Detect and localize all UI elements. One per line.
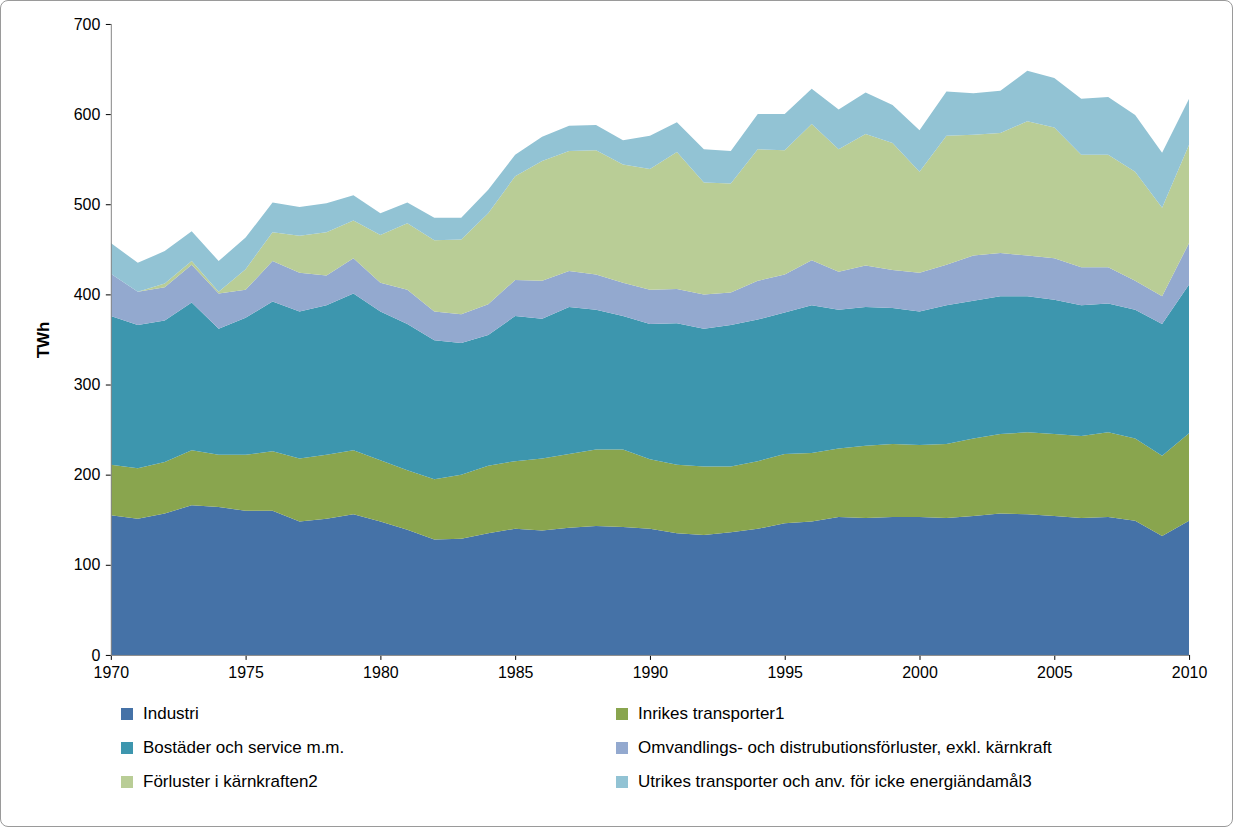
svg-text:600: 600	[74, 106, 101, 123]
svg-text:1970: 1970	[94, 664, 130, 681]
html-text:Bostäder och service m.m.: Bostäder och service m.m.	[143, 738, 345, 757]
svg-text:0: 0	[91, 647, 100, 664]
svg-text:1985: 1985	[498, 664, 534, 681]
svg-text:1975: 1975	[228, 664, 264, 681]
html-text:Inrikes transporter1: Inrikes transporter1	[638, 704, 785, 723]
svg-text:1980: 1980	[363, 664, 399, 681]
svg-text:2005: 2005	[1037, 664, 1073, 681]
svg-text:300: 300	[74, 376, 101, 393]
svg-text:700: 700	[74, 16, 101, 33]
svg-text:400: 400	[74, 286, 101, 303]
html-text:Utrikes transporter och anv. f: Utrikes transporter och anv. för icke en…	[638, 772, 1032, 791]
svg-text:1990: 1990	[633, 664, 669, 681]
html-text:Omvandlings- och distrubutions: Omvandlings- och distrubutionsförluster,…	[638, 738, 1052, 757]
svg-text:100: 100	[74, 556, 101, 573]
html-text:Förluster i kärnkraften2: Förluster i kärnkraften2	[143, 772, 318, 791]
svg-text:TWh: TWh	[33, 322, 52, 359]
svg-text:500: 500	[74, 196, 101, 213]
svg-text:2010: 2010	[1172, 664, 1208, 681]
svg-text:2000: 2000	[902, 664, 938, 681]
svg-text:200: 200	[74, 466, 101, 483]
html-text:Industri: Industri	[143, 704, 199, 723]
svg-text:1995: 1995	[767, 664, 803, 681]
